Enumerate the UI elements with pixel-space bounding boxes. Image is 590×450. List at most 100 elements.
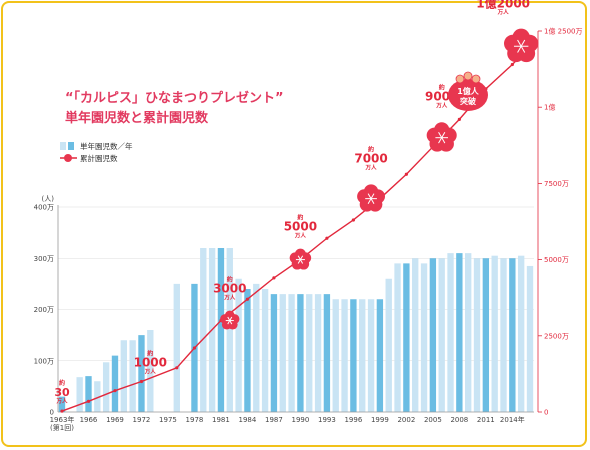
bar-2005 xyxy=(429,258,437,412)
bar-2007 xyxy=(447,253,454,412)
bar-2003 xyxy=(412,258,419,412)
annotation-value: 3000 xyxy=(213,282,246,296)
bar-1965 xyxy=(76,377,83,412)
flower-stamen xyxy=(229,316,233,321)
annotation-approx: 約 xyxy=(147,350,153,358)
flower-stamen xyxy=(227,320,231,325)
bar-1984 xyxy=(244,289,251,412)
cumulative-point-1963 xyxy=(60,409,64,413)
x-tick-label: 2002 xyxy=(397,416,415,424)
flower-stamen xyxy=(227,316,231,321)
flower-stamen xyxy=(229,320,233,325)
x-tick-label: 1975 xyxy=(159,416,177,424)
bar-2008 xyxy=(456,253,463,412)
right-tick-label: 5000万 xyxy=(544,256,569,264)
bar-2015 xyxy=(517,255,525,412)
flower-stamen xyxy=(370,198,375,204)
annotation-value: 1億2000 xyxy=(476,0,530,10)
milestone-badge-line1: 1億人 xyxy=(457,86,480,96)
child-face-icon xyxy=(463,71,473,81)
x-tick-label: 1981 xyxy=(212,416,230,424)
bar-1996 xyxy=(350,299,357,412)
flower-stamen xyxy=(520,39,526,47)
bar-2001 xyxy=(394,263,401,412)
bar-2013 xyxy=(500,258,507,412)
right-tick-label: 1億 xyxy=(544,103,555,112)
x-tick-label: 2005 xyxy=(424,416,442,424)
cumulative-point-1993 xyxy=(325,236,329,240)
flower-stamen xyxy=(441,137,446,144)
x-tick-label: 1996 xyxy=(344,416,362,424)
bar-1988 xyxy=(279,294,286,412)
bar-2012 xyxy=(491,255,498,412)
annotation-unit: 万人 xyxy=(294,232,307,240)
flower-stamen xyxy=(297,259,301,264)
annotation-approx: 約 xyxy=(59,379,65,387)
bar-1971 xyxy=(129,340,136,412)
flower-petal xyxy=(357,189,372,204)
annotation-unit: 万人 xyxy=(55,397,68,405)
cumulative-point-1978 xyxy=(192,346,197,350)
bar-2002 xyxy=(403,263,410,412)
bar-2010 xyxy=(473,258,481,412)
cumulative-point-2002 xyxy=(404,172,408,176)
bar-1972 xyxy=(138,335,145,412)
cumulative-point-1969 xyxy=(113,389,117,393)
left-tick-label: 400万 xyxy=(34,204,54,212)
bar-1976 xyxy=(173,283,180,412)
x-tick-label: 1984 xyxy=(239,416,257,424)
bar-1967 xyxy=(94,381,101,412)
bar-2014 xyxy=(509,258,516,412)
flower-stamen xyxy=(517,39,522,47)
bar-2000 xyxy=(385,278,392,412)
annotations: 約30万人約1000万人約3000万人約5000万人約7000万人約9000万人… xyxy=(54,0,539,405)
flower-stamen xyxy=(438,131,443,138)
x-tick-label: 1990 xyxy=(292,416,310,424)
cumulative-point-2008 xyxy=(457,117,461,121)
annotation-value: 7000 xyxy=(354,152,387,166)
chart-title: “「カルピス」ひなまつりプレゼント” xyxy=(65,90,284,106)
bar-1990 xyxy=(297,294,304,412)
flower-icon xyxy=(504,28,539,63)
annual-bars xyxy=(58,248,534,412)
annotation-unit: 万人 xyxy=(497,8,510,16)
bar-1989 xyxy=(288,294,295,412)
annotation-value: 1000 xyxy=(134,356,167,370)
bar-1968 xyxy=(102,362,110,412)
legend: 単年園児数／年 累計園児数 xyxy=(60,141,133,163)
bar-1982 xyxy=(226,248,233,412)
x-tick-label: 1978 xyxy=(186,416,204,424)
bar-1973 xyxy=(147,330,154,412)
right-tick-label: 2500万 xyxy=(544,332,569,340)
bar-1987 xyxy=(270,294,278,412)
x-tick-label: 1987 xyxy=(265,416,283,424)
bar-1969 xyxy=(111,355,119,412)
x-tick-sublabel: (第1回) xyxy=(50,423,74,432)
child-face-icon xyxy=(455,74,465,84)
annotation-approx: 約 xyxy=(297,214,303,222)
annotation-approx: 約 xyxy=(368,146,374,154)
annotation-value: 30 xyxy=(54,386,70,399)
legend-swatch-dark xyxy=(68,142,74,150)
bar-1985 xyxy=(253,283,260,412)
flower-icon xyxy=(289,248,312,270)
cumulative-point-1972 xyxy=(139,379,144,384)
flower-stamen xyxy=(299,255,304,260)
bar-1966 xyxy=(85,376,92,412)
cumulative-point-2014 xyxy=(510,62,514,67)
bar-2009 xyxy=(465,253,472,412)
flower-stamen xyxy=(517,45,522,53)
bar-1963 xyxy=(58,396,66,412)
bar-1979 xyxy=(200,248,207,412)
right-tick-label: 1億 2500万 xyxy=(544,27,583,36)
annotation-value: 5000 xyxy=(284,220,317,234)
bar-1981 xyxy=(217,248,225,412)
cumulative-point-1966 xyxy=(86,399,91,403)
flower-petal xyxy=(504,34,522,53)
x-tick-label: 1972 xyxy=(133,416,151,424)
flower-petal xyxy=(220,314,231,324)
x-tick-label: 2014年 xyxy=(500,415,525,424)
right-tick-label: 0 xyxy=(544,409,548,417)
bar-1995 xyxy=(341,299,348,412)
